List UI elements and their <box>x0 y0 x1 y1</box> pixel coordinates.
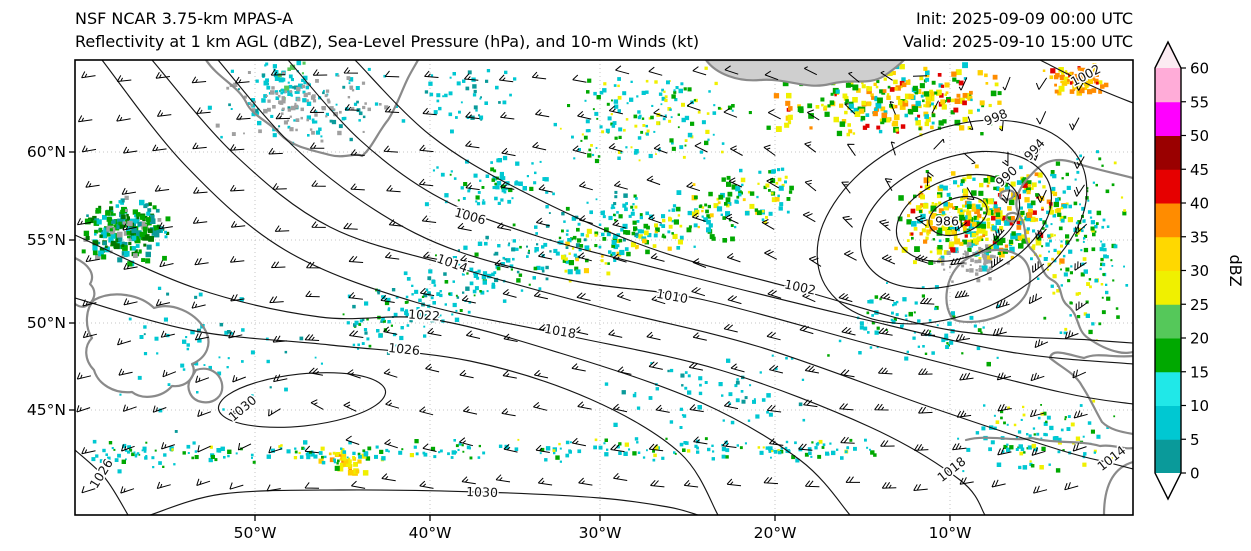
isobar-label: 1030 <box>466 484 498 500</box>
colorbar-tick-label: 5 <box>1190 431 1200 449</box>
reflectivity-layer <box>81 60 1129 476</box>
coastline-hebrides <box>998 189 1020 223</box>
coastline-iberia-corner <box>1102 460 1133 515</box>
isobar-label: 1018 <box>543 321 577 341</box>
coastline-newfoundland <box>85 293 210 398</box>
colorbar-tick-label: 35 <box>1190 228 1209 246</box>
y-tick-label: 60°N <box>27 143 66 161</box>
colorbar-tick-label: 20 <box>1190 330 1209 348</box>
isobar-label: 1010 <box>655 286 689 306</box>
colorbar-title: dBZ <box>1226 254 1245 286</box>
isobar-label: 986 <box>935 214 959 229</box>
coastline-iceland <box>704 60 906 87</box>
coastline-avalon <box>187 367 224 404</box>
coastline-layer <box>75 60 1133 515</box>
coastline-great-britain <box>1015 158 1133 354</box>
x-tick-label: 50°W <box>234 524 277 542</box>
x-axis: 50°W 40°W 30°W 20°W 10°W <box>234 515 972 542</box>
coastline-greenland <box>204 60 420 158</box>
colorbar-tick-label: 40 <box>1190 195 1209 213</box>
colorbar-tick-label: 60 <box>1190 60 1209 78</box>
colorbar-under-arrow <box>1155 473 1181 499</box>
coastline-france <box>1048 351 1133 436</box>
colorbar-tick-label: 10 <box>1190 397 1209 415</box>
x-tick-label: 10°W <box>929 524 972 542</box>
valid-time: Valid: 2025-09-10 15:00 UTC <box>902 32 1133 51</box>
y-axis: 60°N 55°N 50°N 45°N <box>27 143 75 419</box>
colorbar-tick-label: 25 <box>1190 296 1209 314</box>
wind-barb-layer <box>76 65 1088 494</box>
colorbar-tick-label: 30 <box>1190 262 1209 280</box>
colorbar: 0 5 10 15 20 25 30 35 40 45 50 55 60 dBZ <box>1154 40 1245 501</box>
isobar-label: 1022 <box>408 306 441 323</box>
isobar-label: 1026 <box>388 340 421 358</box>
y-tick-label: 55°N <box>27 231 66 249</box>
fields-subtitle: Reflectivity at 1 km AGL (dBZ), Sea-Leve… <box>75 32 700 51</box>
colorbar-tick-label: 15 <box>1190 363 1209 381</box>
colorbar-over-arrow <box>1155 42 1181 68</box>
colorbar-tick-label: 45 <box>1190 161 1209 179</box>
y-tick-label: 45°N <box>27 401 66 419</box>
colorbar-tick-label: 0 <box>1190 465 1200 483</box>
init-time: Init: 2025-09-09 00:00 UTC <box>915 9 1133 28</box>
map-frame <box>74 59 1134 516</box>
coastline-labrador <box>75 256 96 308</box>
x-tick-label: 40°W <box>409 524 452 542</box>
x-tick-label: 20°W <box>754 524 797 542</box>
x-tick-label: 30°W <box>579 524 622 542</box>
y-tick-label: 50°N <box>27 314 66 332</box>
coastline-ireland <box>945 248 1032 324</box>
coastline-spain <box>964 436 1133 450</box>
model-title: NSF NCAR 3.75-km MPAS-A <box>75 9 293 28</box>
colorbar-tick-label: 50 <box>1190 127 1209 145</box>
colorbar-tick-label: 55 <box>1190 93 1209 111</box>
